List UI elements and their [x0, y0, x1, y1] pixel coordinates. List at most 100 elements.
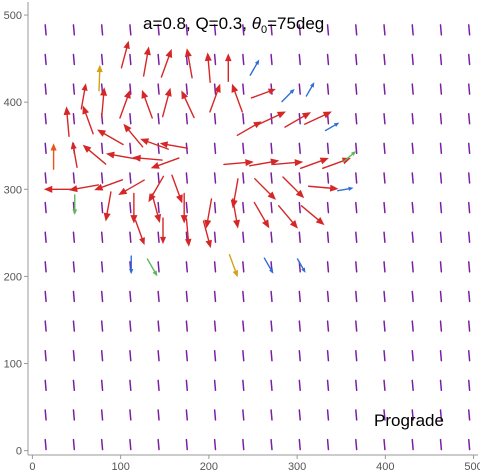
vector-arrow [299, 157, 329, 169]
vector-arrow [343, 151, 357, 163]
vector-arrow [263, 257, 274, 274]
vector-arrow [82, 105, 94, 135]
vector-arrow [105, 151, 137, 160]
background-vector [242, 320, 245, 332]
background-vector [411, 409, 414, 421]
vector-arrow [146, 258, 158, 277]
vector-arrow [253, 201, 270, 229]
background-vector [129, 113, 132, 125]
background-vector [439, 231, 443, 243]
background-vector [129, 172, 132, 184]
vector-arrow [284, 112, 311, 128]
vector-arrow [303, 111, 332, 125]
background-vector [157, 113, 160, 125]
background-vector [467, 320, 471, 332]
background-vector [270, 142, 273, 155]
background-vector [157, 261, 160, 273]
background-vector [100, 290, 104, 303]
vector-arrow [68, 184, 100, 193]
background-vector [100, 261, 104, 273]
vector-arrow [249, 59, 260, 76]
background-vector [213, 290, 217, 303]
background-vector [129, 409, 132, 421]
background-vector [157, 231, 160, 243]
background-vector [355, 261, 358, 273]
background-vector [467, 142, 471, 155]
prograde-label: Prograde [374, 411, 444, 430]
background-vector [298, 379, 301, 392]
background-vector [439, 438, 443, 451]
background-vector [72, 290, 76, 303]
background-vector [411, 142, 414, 155]
background-vector [411, 53, 414, 66]
background-vector [383, 201, 386, 214]
background-vector [242, 24, 245, 36]
vector-arrow [129, 255, 134, 275]
background-vector [242, 261, 245, 273]
background-vector [157, 409, 160, 421]
background-vector [355, 349, 358, 362]
background-vector [72, 349, 76, 362]
background-vector [411, 83, 414, 95]
vector-arrow [258, 111, 287, 125]
background-vector [439, 349, 443, 362]
background-vector [157, 24, 160, 36]
vector-arrow [225, 53, 232, 83]
background-vector [44, 379, 47, 392]
vector-arrow [209, 83, 221, 113]
background-vector [439, 83, 443, 95]
background-vector [467, 409, 471, 421]
background-vector [355, 290, 358, 303]
background-vector [213, 53, 217, 66]
background-vector [213, 379, 217, 392]
vector-arrow [282, 176, 305, 199]
vector-arrow [204, 198, 213, 229]
strong-vector-field [43, 40, 357, 278]
vector-arrow [337, 186, 354, 192]
background-vector [157, 320, 160, 332]
background-vector [383, 172, 386, 184]
background-vector [44, 142, 47, 155]
background-vector [298, 83, 301, 95]
background-vector [44, 438, 47, 451]
vector-arrow [70, 141, 78, 168]
background-vector [355, 172, 358, 184]
background-vector [157, 172, 160, 184]
background-vector [185, 320, 189, 332]
background-vector [100, 379, 104, 392]
vector-arrow [248, 158, 280, 167]
background-vector [72, 438, 76, 451]
background-vector [467, 53, 471, 66]
background-vector [355, 83, 358, 95]
background-vector [129, 201, 132, 214]
background-vector [242, 438, 245, 451]
background-vector [185, 172, 189, 184]
background-vector [242, 409, 245, 421]
background-vector [439, 320, 443, 332]
background-vector [157, 290, 160, 303]
background-vector [467, 261, 471, 273]
background-vector [157, 201, 160, 214]
background-vector [270, 409, 273, 421]
background-vector [383, 83, 386, 95]
vector-arrow [103, 191, 112, 222]
background-vector [439, 409, 443, 421]
background-vector [383, 53, 386, 66]
background-vector [44, 113, 47, 125]
background-vector [185, 24, 189, 36]
background-vector [72, 231, 76, 243]
background-vector [383, 320, 386, 332]
vector-arrow [322, 157, 351, 169]
background-vector [383, 142, 386, 155]
background-vector [270, 290, 273, 303]
background-vector [326, 320, 330, 332]
background-vector [270, 24, 273, 36]
background-vector [383, 113, 386, 125]
background-vector [44, 24, 47, 36]
background-vector [242, 379, 245, 392]
background-vector [439, 172, 443, 184]
background-vector [326, 409, 330, 421]
vector-arrow [63, 106, 71, 137]
background-vector [326, 290, 330, 303]
